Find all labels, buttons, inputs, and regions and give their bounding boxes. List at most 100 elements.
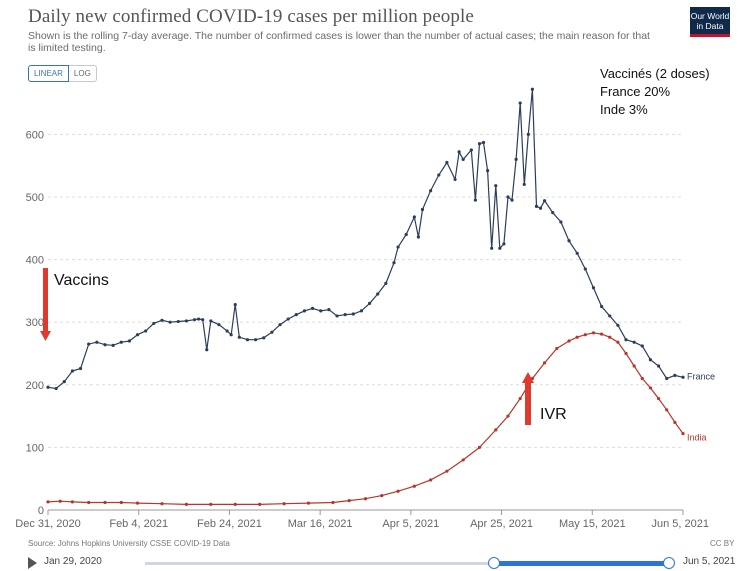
data-point-france: [616, 323, 620, 327]
data-point-france: [473, 198, 478, 202]
data-point-france: [608, 314, 612, 318]
ivr-arrow-head: [522, 372, 534, 383]
data-point-india: [46, 500, 50, 504]
y-tick-label: 300: [26, 317, 44, 329]
data-point-france: [583, 267, 587, 271]
data-point-france: [343, 313, 347, 317]
data-point-france: [294, 313, 298, 317]
data-point-india: [282, 502, 286, 506]
data-point-france: [392, 261, 396, 265]
data-point-france: [518, 101, 522, 105]
data-point-france: [384, 281, 388, 285]
data-point-france: [420, 207, 425, 212]
y-tick-label: 0: [38, 505, 44, 517]
data-point-france: [469, 148, 473, 152]
data-point-india: [616, 340, 620, 344]
data-point-france: [591, 286, 596, 290]
data-point-india: [380, 494, 384, 498]
data-point-india: [119, 500, 123, 505]
data-point-india: [567, 339, 571, 343]
data-point-france: [367, 301, 372, 305]
data-point-india: [518, 396, 522, 401]
data-point-india: [461, 458, 465, 462]
vaccins-arrow-shaft: [43, 268, 48, 332]
x-tick-label: Mar 16, 2021: [288, 518, 353, 530]
x-tick-label: Dec 31, 2020: [15, 518, 80, 530]
data-point-france: [111, 343, 115, 347]
data-point-france: [270, 330, 274, 334]
timeline-start-label: Jan 29, 2020: [44, 556, 102, 567]
data-point-france: [498, 246, 502, 250]
play-icon[interactable]: [28, 557, 37, 569]
data-point-france: [526, 132, 530, 136]
data-point-france: [152, 321, 156, 326]
data-point-france: [205, 348, 209, 352]
logo-line-1: Our World: [690, 11, 730, 21]
x-tick-label: Feb 24, 2021: [197, 518, 262, 530]
data-point-india: [445, 469, 449, 473]
data-point-france: [70, 369, 75, 373]
data-point-india: [87, 500, 91, 505]
data-point-india: [233, 502, 237, 506]
timeline-start-handle[interactable]: [488, 557, 500, 569]
ivr-arrow-shaft: [525, 382, 531, 425]
x-tick-label: Feb 4, 2021: [109, 518, 168, 530]
data-point-france: [506, 195, 510, 199]
data-point-india: [160, 502, 164, 506]
data-point-france: [62, 380, 66, 384]
data-point-france: [404, 232, 408, 237]
data-point-france: [575, 251, 579, 255]
data-point-india: [624, 351, 628, 356]
x-tick-label: Apr 25, 2021: [470, 518, 533, 530]
series-label-india: India: [687, 433, 707, 443]
data-point-india: [608, 335, 612, 339]
data-point-india: [70, 500, 75, 504]
y-tick-label: 500: [26, 192, 44, 204]
data-point-india: [665, 408, 669, 412]
log-scale-button[interactable]: LOG: [68, 65, 97, 82]
data-point-france: [481, 140, 486, 145]
data-point-france: [103, 343, 107, 347]
vaccins-label: Vaccins: [54, 272, 109, 289]
x-tick-label: Jun 5, 2021: [652, 518, 710, 530]
data-point-france: [490, 246, 494, 250]
note-line-1: Vaccinés (2 doses): [600, 66, 710, 81]
data-point-france: [538, 206, 543, 210]
data-point-france: [453, 177, 457, 182]
data-point-india: [363, 497, 368, 501]
owid-logo[interactable]: Our World in Data: [690, 7, 730, 37]
data-point-france: [445, 160, 449, 165]
data-point-france: [551, 211, 555, 215]
data-point-france: [429, 189, 433, 193]
data-point-france: [302, 309, 307, 313]
data-point-india: [656, 396, 661, 401]
data-point-india: [506, 414, 510, 418]
data-point-france: [530, 87, 534, 91]
data-point-france: [632, 340, 636, 344]
x-tick-label: May 15, 2021: [559, 518, 626, 530]
y-tick-label: 200: [26, 380, 44, 392]
data-point-france: [396, 245, 400, 249]
series-line-france: [47, 89, 684, 390]
data-point-france: [278, 323, 282, 327]
vaccins-arrow-head: [40, 331, 51, 341]
timeline-end-handle[interactable]: [663, 557, 675, 569]
data-point-france: [78, 366, 83, 371]
data-point-india: [555, 346, 559, 351]
data-point-france: [510, 198, 514, 202]
data-point-france: [486, 169, 490, 173]
linear-scale-button[interactable]: LINEAR: [28, 65, 69, 82]
data-point-france: [437, 173, 441, 177]
data-point-france: [335, 314, 339, 318]
data-point-france: [197, 317, 201, 321]
data-point-india: [412, 484, 416, 488]
series-lines: France India: [46, 87, 715, 506]
data-point-india: [640, 376, 644, 381]
data-point-france: [87, 342, 91, 346]
license-link[interactable]: CC BY: [710, 539, 735, 548]
y-tick-label: 600: [26, 129, 44, 141]
data-point-india: [258, 502, 262, 506]
data-point-france: [119, 340, 123, 344]
chart-subtitle: Shown is the rolling 7-day average. The …: [28, 30, 650, 54]
timeline-track[interactable]: [145, 562, 670, 565]
